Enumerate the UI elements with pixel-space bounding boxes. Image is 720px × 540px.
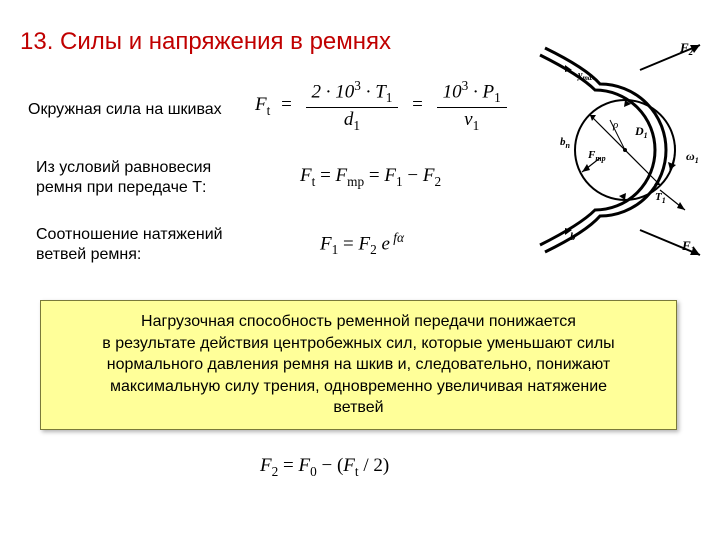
formula-tension-ratio: F1 = F2 e fα [320, 230, 404, 258]
label-tension-ratio: Соотношение натяжений ветвей ремня: [36, 225, 223, 265]
pulley-diagram: F2 F1 D1 T1 ω1 Fтр ymax bn ρ b [510, 40, 710, 260]
svg-text:F2: F2 [679, 40, 694, 57]
svg-text:bn: bn [560, 136, 571, 150]
svg-text:F1: F1 [681, 238, 695, 255]
svg-text:D1: D1 [634, 124, 648, 140]
label-equilibrium: Из условий равновесия ремня при передаче… [36, 158, 211, 198]
formula-f2: F2 = F0 − (Ft / 2) [260, 455, 389, 480]
svg-text:b: b [570, 231, 576, 243]
svg-text:ω1: ω1 [686, 149, 699, 165]
page-title: 13. Силы и напряжения в ремнях [20, 28, 391, 56]
formula-equilibrium: Ft = Fmp = F1 − F2 [300, 165, 441, 190]
note-text: Нагрузочная способность ременной передач… [102, 313, 614, 416]
svg-text:Fтр: Fтр [587, 149, 606, 163]
svg-text:ρ: ρ [612, 119, 618, 131]
note-load-capacity: Нагрузочная способность ременной передач… [40, 300, 677, 430]
formula-circumferential-force: Ft = 2 · 103 · T1 d1 = 103 · P1 ν1 [255, 78, 510, 134]
label-circumferential-force: Окружная сила на шкивах [28, 100, 222, 120]
